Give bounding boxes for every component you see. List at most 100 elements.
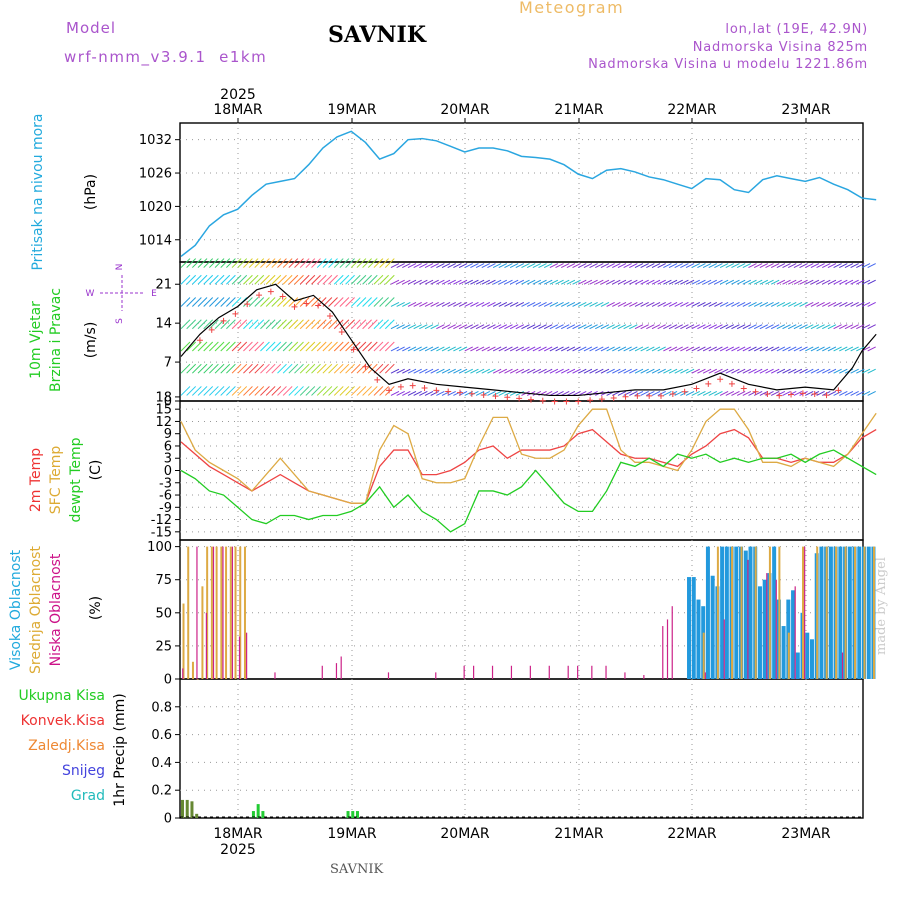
wind-barb: [197, 363, 208, 374]
wind-barb: [441, 263, 451, 269]
wind-barb: [441, 302, 451, 307]
wind-barb: [447, 346, 456, 352]
temp-unit: (C): [88, 460, 104, 481]
wind-gust-mark: [598, 396, 605, 403]
wind-barb: [850, 263, 859, 269]
y-tick-label-temperature: -15: [151, 525, 172, 540]
wind-barb: [753, 279, 763, 285]
cloud-bar-mid: [863, 546, 866, 679]
wind-ylabel-2: Brzina i Pravac: [48, 288, 64, 392]
wind-barb: [736, 390, 746, 396]
wind-barb: [691, 368, 700, 374]
wind-barb: [526, 368, 536, 374]
wind-barb: [668, 368, 678, 374]
wind-barb: [776, 368, 786, 374]
wind-barb: [384, 258, 395, 268]
wind-barb: [328, 363, 338, 374]
cloud-bar-mid: [768, 546, 771, 679]
wind-barb: [617, 346, 627, 352]
wind-barb: [390, 346, 400, 352]
wind-barb: [776, 279, 786, 285]
wind-barb: [782, 279, 791, 285]
wind-barb: [702, 346, 712, 352]
wind-barb: [475, 368, 485, 374]
wind-barb: [822, 346, 831, 352]
wind-barb: [799, 279, 808, 285]
wind-barb: [816, 279, 825, 285]
wind-barb: [265, 297, 276, 307]
wind-barb: [867, 302, 876, 307]
wind-barb: [748, 302, 757, 307]
wind-barb: [646, 390, 655, 396]
wind-barb: [282, 386, 293, 396]
wind-barb: [532, 390, 542, 396]
wind-barb: [572, 324, 581, 330]
wind-barb: [753, 263, 763, 269]
cloud-bar-mid: [740, 546, 743, 679]
wind-barb: [555, 279, 564, 285]
wind-barb: [844, 390, 854, 396]
wind-barb: [305, 319, 316, 330]
wind-barb: [634, 346, 644, 352]
wind-gust-mark: [315, 302, 322, 309]
wind-barb: [350, 297, 361, 307]
temp-line-2m_temp: [180, 428, 877, 504]
wind-barb: [595, 346, 604, 352]
wind-barb: [464, 279, 473, 285]
wind-gust-mark: [303, 300, 310, 307]
wind-barb: [379, 297, 389, 307]
wind-barb: [356, 297, 367, 307]
wind-barb: [606, 368, 615, 374]
wind-barb: [543, 302, 553, 307]
wind-gust-mark: [232, 310, 239, 317]
precip-bar: [190, 801, 194, 818]
wind-barb: [543, 279, 553, 285]
wind-barb: [294, 386, 304, 396]
top-day-label: 18MAR: [213, 102, 262, 118]
wind-barb: [402, 390, 411, 396]
y-tick-label-wind: 0: [164, 395, 172, 410]
cloud-bar-low: [205, 612, 208, 679]
cloud-bar-low: [577, 665, 579, 679]
wind-barb: [595, 302, 604, 307]
wind-barb: [651, 302, 661, 307]
wind-barb: [612, 279, 621, 285]
wind-barb: [277, 363, 287, 374]
y-tick-label-pressure: 1020: [139, 200, 172, 215]
cloud-bar-mid: [844, 546, 847, 679]
wind-barb: [617, 390, 627, 396]
wind-barb: [231, 258, 242, 268]
wind-barb: [356, 386, 367, 396]
wind-barb: [629, 346, 638, 352]
wind-barb: [572, 368, 581, 374]
cloud-bar-low: [473, 665, 475, 679]
wind-barb: [583, 346, 593, 352]
wind-barb: [663, 263, 672, 269]
wind-barb: [861, 279, 871, 285]
wind-barb: [197, 341, 208, 352]
wind-barb: [254, 341, 265, 352]
wind-barb: [680, 324, 689, 330]
top-day-label: 19MAR: [327, 102, 376, 118]
wind-barb: [430, 263, 439, 269]
wind-barb: [595, 324, 604, 330]
y-tick-label-cloud: 25: [155, 639, 172, 654]
wind-barb: [640, 390, 649, 396]
wind-barb: [328, 341, 338, 352]
wind-barb: [600, 346, 610, 352]
wind-barb: [827, 302, 837, 307]
wind-barb: [600, 302, 610, 307]
wind-barb: [623, 346, 632, 352]
cloud-bar-high: [795, 652, 800, 679]
y-tick-label-wind: 7: [164, 356, 172, 371]
wind-barb: [209, 319, 219, 330]
wind-barb: [521, 324, 530, 330]
wind-barb: [583, 368, 593, 374]
wind-barb: [816, 368, 825, 374]
wind-barb: [299, 386, 310, 396]
wind-barb: [186, 297, 197, 307]
wind-barb: [509, 346, 519, 352]
wind-barb: [765, 302, 774, 307]
wind-barb: [538, 346, 547, 352]
wind-barb: [214, 258, 225, 268]
